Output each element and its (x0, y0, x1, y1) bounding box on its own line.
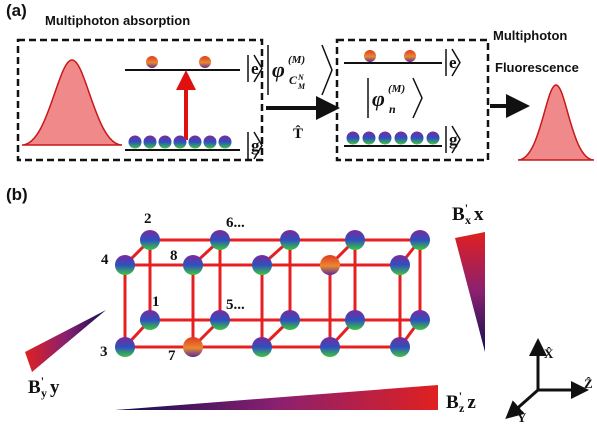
ket-bracket (247, 131, 263, 160)
site-label: 4 (101, 252, 109, 268)
atom (390, 255, 410, 275)
symbol: φ (272, 57, 285, 82)
gaussian (21, 59, 123, 146)
atom (203, 135, 217, 149)
field-label: B' y y (28, 374, 60, 400)
axis-label: Ẑ (584, 376, 593, 391)
panel-label: (b) (6, 185, 28, 204)
atom (345, 310, 365, 330)
atom (143, 135, 157, 149)
atom (410, 131, 424, 145)
atom (346, 131, 360, 145)
lattice (115, 230, 430, 357)
output-label: Fluorescence (495, 60, 579, 75)
atom (320, 337, 340, 357)
atom (115, 255, 135, 275)
field-label: B' x x (452, 201, 484, 227)
gaussian (517, 84, 595, 161)
atom (128, 135, 142, 149)
atom (252, 337, 272, 357)
atom (404, 50, 416, 62)
ket-g: g (251, 136, 260, 155)
ket-bracket (267, 44, 333, 96)
atom (364, 50, 376, 62)
site-label: 3 (100, 344, 108, 360)
atom (410, 310, 430, 330)
ket-g: g (449, 130, 458, 149)
atom (158, 135, 172, 149)
atom (173, 135, 187, 149)
atom (410, 230, 430, 250)
atom (183, 255, 203, 275)
atom (280, 230, 300, 250)
atom (252, 255, 272, 275)
site-label: 1 (152, 294, 160, 310)
atom (183, 337, 203, 357)
ket-e: e (251, 59, 259, 78)
ket-bracket (445, 48, 461, 77)
atom (140, 230, 160, 250)
output-label: Multiphoton (493, 28, 567, 43)
gradient-triangle (25, 310, 106, 372)
symbol: φ (372, 86, 385, 111)
atom (146, 56, 158, 68)
panel-label: (a) (6, 1, 27, 20)
atom (394, 131, 408, 145)
atom (115, 337, 135, 357)
atoms (128, 50, 440, 149)
axes (505, 338, 589, 419)
field-label: B' z z (446, 389, 476, 415)
atom (188, 135, 202, 149)
axis-label: Ŷ (517, 410, 527, 425)
title: Multiphoton absorption (45, 13, 190, 28)
site-label: 5... (226, 297, 245, 313)
dashed-box (335, 38, 490, 162)
atom (320, 255, 340, 275)
atom (378, 131, 392, 145)
gradient-triangle (455, 232, 485, 352)
atom (140, 310, 160, 330)
gradient-triangle (115, 385, 438, 410)
atom (345, 230, 365, 250)
operator: T̂ (293, 125, 303, 142)
atom (426, 131, 440, 145)
ket-bracket (247, 54, 263, 83)
superscript: (M) (388, 83, 405, 95)
atom (390, 337, 410, 357)
atom (199, 56, 211, 68)
ket-e: e (449, 53, 457, 72)
site-label: 8 (170, 248, 178, 264)
sub-subscript: M (297, 82, 306, 91)
atom (280, 310, 300, 330)
subscript: C (289, 73, 298, 87)
ket-bracket (367, 77, 423, 119)
sub-superscript: N (297, 73, 305, 82)
ket-bracket (445, 125, 461, 154)
atom (210, 310, 230, 330)
atom (218, 135, 232, 149)
site-label: 7 (168, 348, 176, 364)
atom (362, 131, 376, 145)
axis-label: X̂ (544, 346, 554, 361)
superscript: (M) (288, 54, 305, 66)
subscript: n (389, 102, 396, 116)
dashed-box (16, 38, 264, 162)
atom (210, 230, 230, 250)
site-label: 2 (144, 211, 152, 227)
site-label: 6... (226, 215, 245, 231)
